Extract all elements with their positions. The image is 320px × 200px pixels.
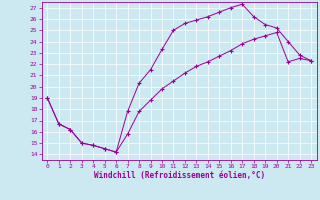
X-axis label: Windchill (Refroidissement éolien,°C): Windchill (Refroidissement éolien,°C) [94, 171, 265, 180]
